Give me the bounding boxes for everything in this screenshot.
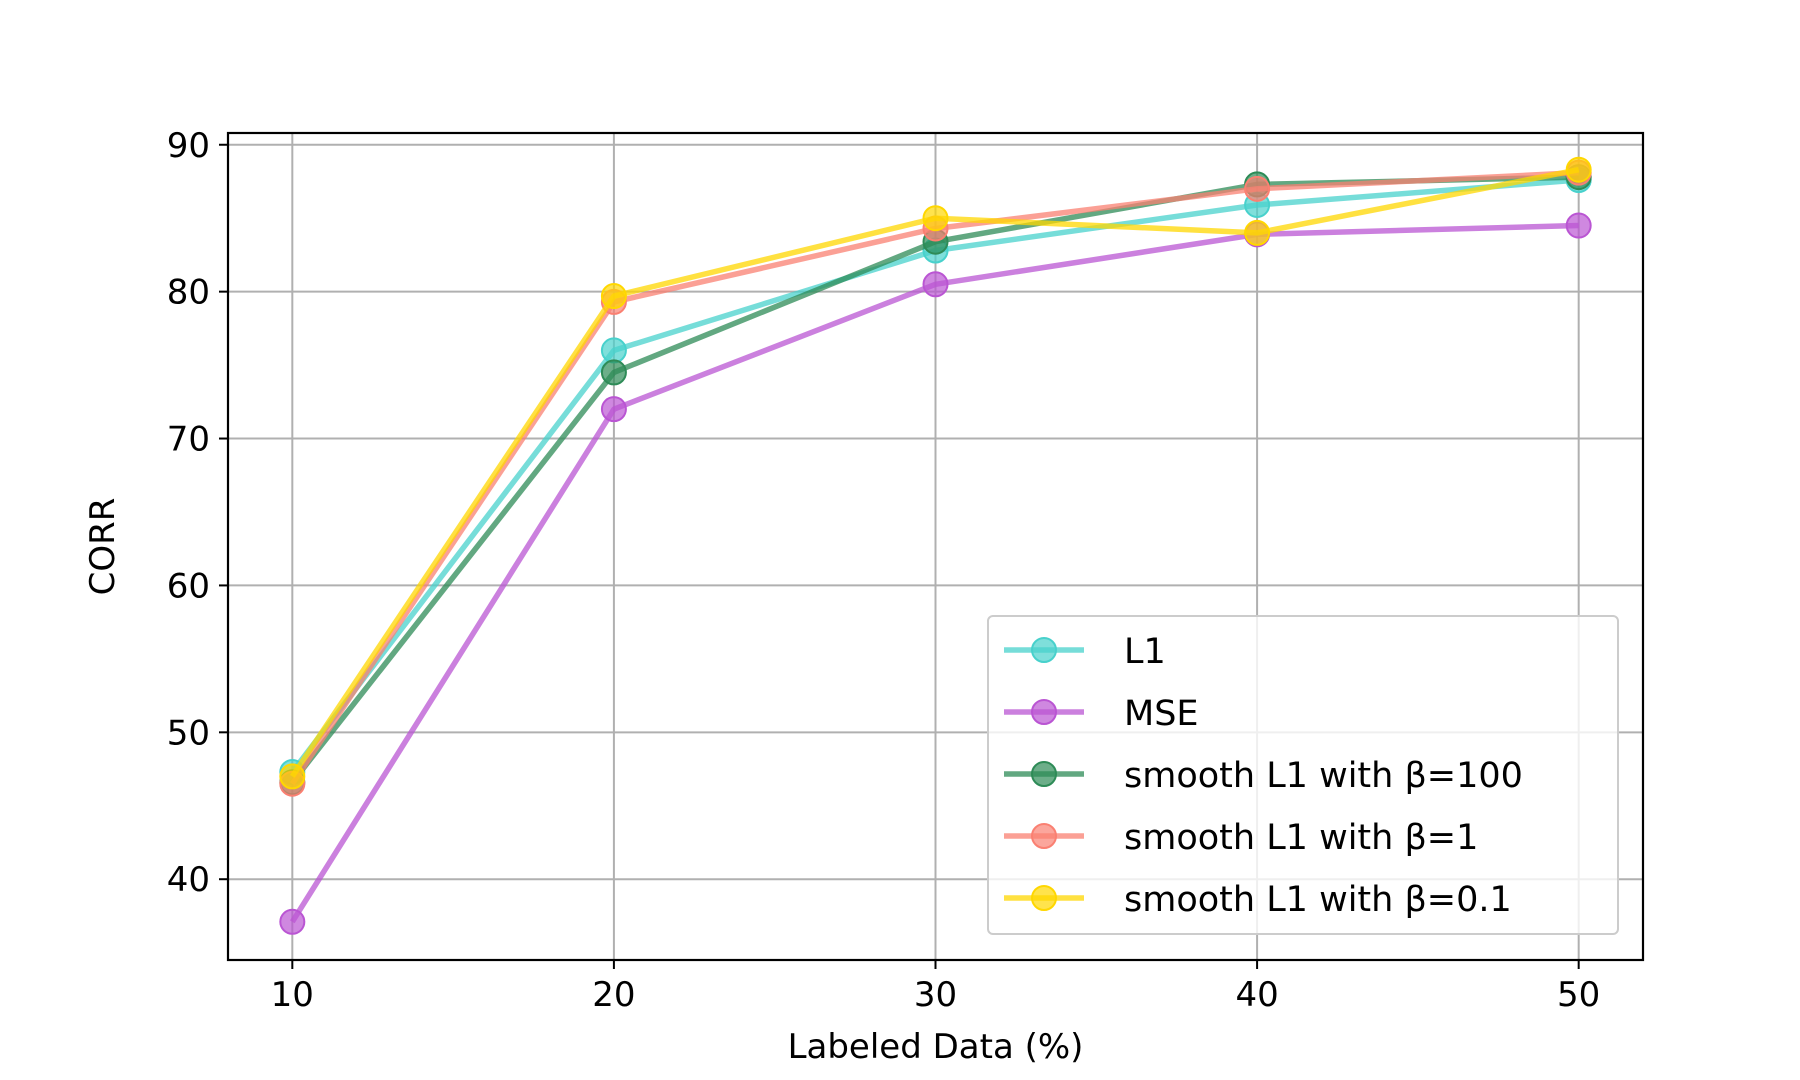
y-tick-label: 80 [167, 273, 210, 313]
y-tick-label: 50 [167, 713, 210, 753]
y-tick-label: 60 [167, 566, 210, 606]
series-layer [279, 156, 1592, 935]
legend-entry: smooth L1 with β=100 [1004, 756, 1523, 796]
x-tick-label: 50 [1557, 975, 1600, 1015]
data-point [922, 271, 949, 298]
y-axis-label: CORR [83, 498, 123, 596]
legend-label: MSE [1124, 694, 1199, 734]
series-4 [279, 156, 1592, 790]
x-tick-label: 40 [1235, 975, 1278, 1015]
y-tick-label: 40 [167, 860, 210, 900]
legend-entry: smooth L1 with β=0.1 [1004, 880, 1512, 920]
legend-swatch-marker [1031, 637, 1057, 663]
legend-label: L1 [1124, 632, 1166, 672]
legend-swatch-marker [1031, 823, 1057, 849]
legend-entry: MSE [1004, 694, 1199, 734]
legend-box [987, 615, 1619, 935]
legend-entry: L1 [1004, 632, 1166, 672]
legend: L1 MSE smooth L1 with β=100 smooth L1 with … [987, 615, 1619, 935]
data-point [279, 763, 306, 790]
legend-label: smooth L1 with β=100 [1124, 756, 1523, 796]
ticks: 10 20 30 40 50 40 50 60 70 80 90 [167, 126, 1601, 1015]
data-point [1565, 212, 1592, 239]
legend-swatch-marker [1031, 699, 1057, 725]
x-tick-label: 10 [271, 975, 314, 1015]
data-point [600, 283, 627, 310]
data-point [1244, 219, 1271, 246]
legend-label: smooth L1 with β=1 [1124, 818, 1478, 858]
y-tick-label: 90 [167, 126, 210, 166]
data-point [279, 908, 306, 935]
data-point [1565, 156, 1592, 183]
data-point [600, 396, 627, 423]
data-point [922, 205, 949, 232]
y-tick-label: 70 [167, 420, 210, 460]
x-tick-label: 20 [592, 975, 635, 1015]
legend-label: smooth L1 with β=0.1 [1124, 880, 1512, 920]
legend-swatch-marker [1031, 885, 1057, 911]
x-axis-label: Labeled Data (%) [788, 1027, 1084, 1067]
data-point [600, 359, 627, 386]
grid [228, 133, 1643, 960]
legend-entry: smooth L1 with β=1 [1004, 818, 1478, 858]
legend-swatch-marker [1031, 761, 1057, 787]
data-point [1244, 175, 1271, 202]
data-point [600, 337, 627, 364]
x-tick-label: 30 [914, 975, 957, 1015]
